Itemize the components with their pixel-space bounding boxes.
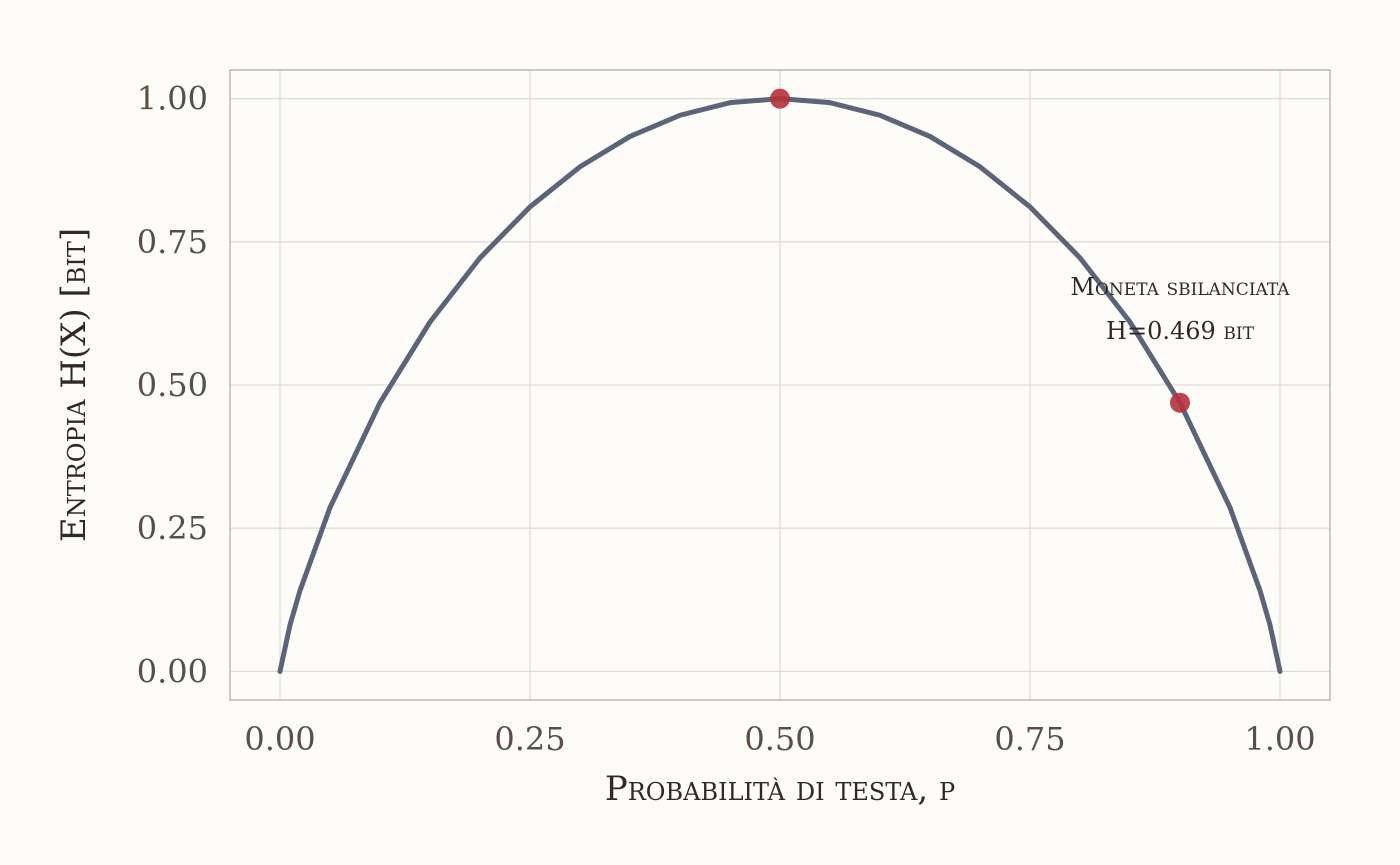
y-tick-label: 0.25	[137, 509, 208, 547]
x-tick-label: 0.25	[494, 720, 565, 758]
x-axis-title: Probabilità di testa, p	[605, 769, 955, 809]
x-tick-label: 0.50	[744, 720, 815, 758]
tick-labels: 0.00 0.25 0.50 0.75 1.00 0.00 0.25 0.50 0.75 1.00	[137, 80, 1316, 758]
x-tick-label: 0.00	[244, 720, 315, 758]
y-tick-label: 1.00	[137, 80, 208, 118]
annotation-title: Moneta sbilanciata	[1070, 273, 1290, 301]
annotation-layer: Moneta sbilanciata H=0.469 bit	[1070, 273, 1290, 345]
y-tick-label: 0.00	[137, 652, 208, 690]
grid-lines	[230, 70, 1330, 700]
points-layer	[770, 88, 1190, 413]
x-tick-label: 0.75	[994, 720, 1065, 758]
y-axis-title: Entropia H(X) [bit]	[54, 228, 94, 542]
plot-frame	[229, 69, 1331, 701]
annotation-value: H=0.469 bit	[1106, 317, 1255, 345]
biased-coin-point	[1170, 392, 1190, 413]
x-tick-label: 1.00	[1244, 720, 1315, 758]
max-entropy-point	[770, 88, 790, 109]
y-tick-label: 0.75	[137, 223, 208, 261]
axis-lines	[229, 69, 1331, 701]
y-tick-label: 0.50	[137, 366, 208, 404]
